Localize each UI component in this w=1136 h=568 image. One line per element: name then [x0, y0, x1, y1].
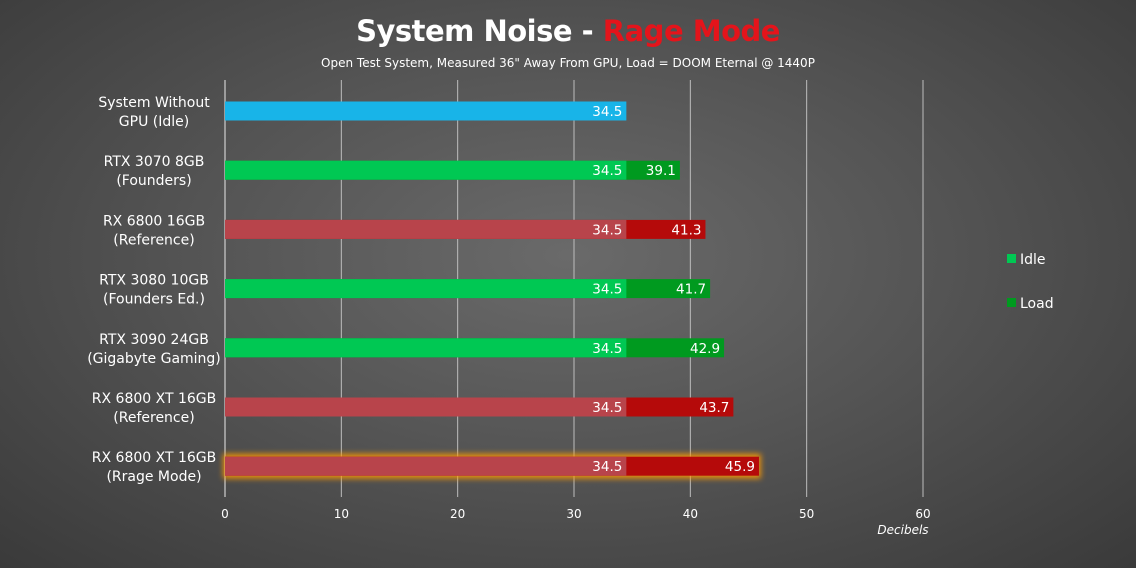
- value-label-idle: 34.5: [592, 163, 622, 179]
- value-label-load: 41.7: [676, 282, 706, 298]
- value-label-load: 42.9: [690, 341, 720, 357]
- category-label-line2: GPU (Idle): [119, 114, 189, 130]
- value-label-idle: 34.5: [592, 222, 622, 238]
- category-label-line1: RX 6800 XT 16GB: [92, 391, 216, 407]
- category-label-line1: RTX 3090 24GB: [99, 332, 209, 348]
- category-label-line1: RX 6800 XT 16GB: [92, 450, 216, 466]
- chart-subtitle: Open Test System, Measured 36" Away From…: [321, 56, 815, 70]
- value-label-load: 39.1: [646, 163, 676, 179]
- bar-idle: [225, 160, 627, 180]
- bar-idle: [225, 456, 627, 476]
- category-label-line2: (Founders): [116, 173, 191, 189]
- category-label-line1: RTX 3070 8GB: [104, 154, 205, 170]
- chart-title-accent: Rage Mode: [602, 14, 781, 48]
- x-tick-label: 60: [915, 507, 930, 521]
- category-labels: System Without GPU (Idle) RTX 3070 8GB (Fou…: [87, 95, 221, 485]
- value-label-idle: 34.5: [592, 341, 622, 357]
- legend: Idle Load: [1007, 252, 1054, 312]
- x-tick-label: 50: [799, 507, 814, 521]
- x-tick-label: 30: [566, 507, 581, 521]
- category-label-line1: System Without: [98, 95, 210, 111]
- category-label-line2: (Reference): [113, 410, 194, 426]
- bar-idle: [225, 101, 627, 121]
- bars: 34.5 34.5 39.1 34.5 41.3 34.5 41.7 34.5 42.9 34.5…: [223, 101, 761, 479]
- x-tick-label: 40: [683, 507, 698, 521]
- value-label-load: 41.3: [671, 222, 701, 238]
- x-axis: 0 10 20 30 40 50 60: [221, 507, 930, 521]
- value-label-idle: 34.5: [592, 104, 622, 120]
- bar-idle: [225, 397, 627, 417]
- category-label-line2: (Founders Ed.): [103, 292, 205, 308]
- category-label-line1: RTX 3080 10GB: [99, 273, 209, 289]
- x-tick-label: 0: [221, 507, 229, 521]
- chart-title: System Noise - Rage Mode: [0, 14, 1136, 48]
- x-tick-label: 20: [450, 507, 465, 521]
- x-tick-label: 10: [334, 507, 349, 521]
- value-label-idle: 34.5: [592, 459, 622, 475]
- value-label-idle: 34.5: [592, 282, 622, 298]
- bar-idle: [225, 338, 627, 358]
- legend-label-idle: Idle: [1020, 252, 1046, 268]
- bar-idle: [225, 279, 627, 299]
- chart-title-main: System Noise -: [356, 14, 603, 48]
- category-label-line2: (Reference): [113, 232, 194, 248]
- legend-swatch-load: [1007, 298, 1016, 307]
- value-label-load: 45.9: [725, 459, 755, 475]
- category-label-line2: (Gigabyte Gaming): [87, 351, 221, 367]
- legend-swatch-idle: [1007, 254, 1016, 263]
- bar-idle: [225, 219, 627, 239]
- value-label-load: 43.7: [699, 400, 729, 416]
- legend-label-load: Load: [1020, 296, 1054, 312]
- category-label-line1: RX 6800 16GB: [103, 213, 205, 229]
- value-label-idle: 34.5: [592, 400, 622, 416]
- x-axis-title: Decibels: [877, 523, 928, 537]
- category-label-line2: (Rrage Mode): [106, 469, 201, 485]
